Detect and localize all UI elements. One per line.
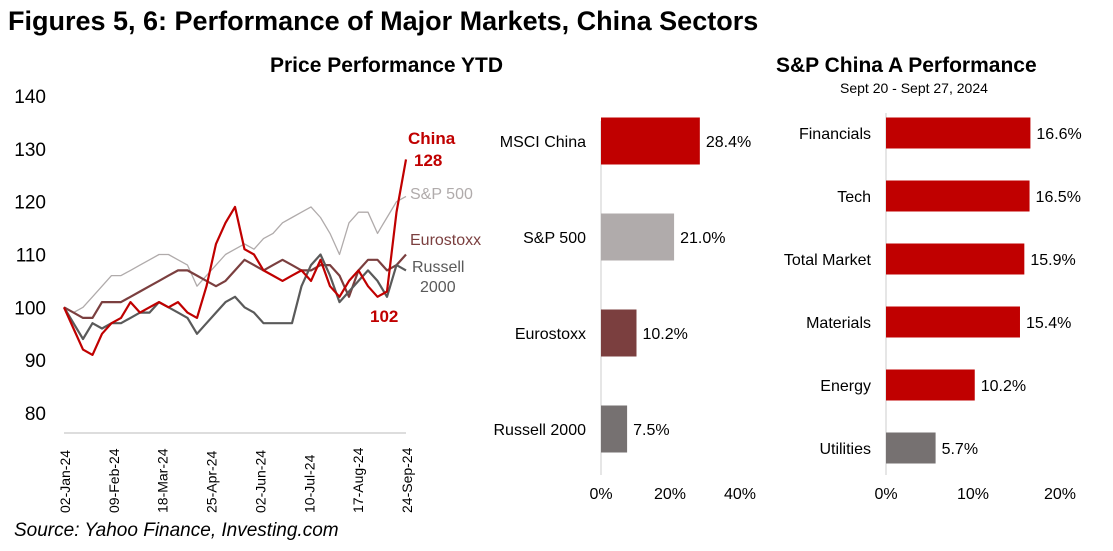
x-tick-label: 20% — [654, 486, 686, 503]
bar-energy — [886, 369, 975, 401]
bar-value-label: 28.4% — [706, 134, 751, 151]
x-tick-label: 0% — [874, 486, 897, 503]
x-tick-label: 40% — [724, 486, 756, 503]
y-tick-label: 130 — [14, 140, 46, 161]
x-tick-label: 25-Apr-24 — [204, 451, 220, 513]
bar-category-label: Energy — [820, 378, 871, 395]
sector-chart-title: S&P China A Performance — [776, 54, 1037, 77]
annotation-label: Russell — [412, 259, 464, 276]
y-tick-label: 120 — [14, 193, 46, 214]
x-tick-label: 10% — [957, 486, 989, 503]
annotation-label: 2000 — [420, 279, 456, 296]
bar-russell-2000 — [601, 405, 628, 453]
y-tick-label: 80 — [25, 404, 46, 425]
bar-category-label: Financials — [799, 126, 871, 143]
annotation-label: 102 — [370, 307, 398, 326]
bar-category-label: Total Market — [784, 252, 872, 269]
bar-value-label: 15.9% — [1030, 252, 1075, 269]
bar-category-label: Materials — [806, 315, 871, 332]
bar-category-label: Eurostoxx — [515, 326, 586, 343]
y-tick-label: 140 — [14, 87, 46, 108]
bar-category-label: Russell 2000 — [494, 422, 587, 439]
bar-value-label: 7.5% — [633, 422, 669, 439]
sector-chart-subtitle: Sept 20 - Sept 27, 2024 — [840, 80, 988, 96]
bar-total-market — [886, 243, 1025, 275]
bar-utilities — [886, 432, 936, 464]
bar-financials — [886, 117, 1031, 149]
bar-category-label: Tech — [837, 189, 871, 206]
annotation-label: 128 — [414, 151, 442, 170]
series-line-eurostoxx — [63, 253, 407, 319]
bar-eurostoxx — [601, 309, 637, 357]
bar-category-label: S&P 500 — [523, 230, 586, 247]
bar-tech — [886, 180, 1030, 212]
bar-value-label: 5.7% — [942, 441, 978, 458]
bar-value-label: 10.2% — [642, 326, 687, 343]
annotation-label: Eurostoxx — [410, 232, 481, 249]
bar-value-label: 10.2% — [981, 378, 1026, 395]
bar-s-p-500 — [601, 213, 675, 261]
y-tick-label: 90 — [25, 351, 46, 372]
x-tick-label: 09-Feb-24 — [106, 448, 122, 513]
x-tick-label: 18-Mar-24 — [155, 448, 171, 513]
x-tick-label: 20% — [1044, 486, 1076, 503]
x-tick-label: 10-Jul-24 — [301, 454, 317, 513]
y-tick-label: 110 — [16, 246, 46, 267]
annotation-label: China — [408, 129, 456, 148]
bar-category-label: MSCI China — [500, 134, 586, 151]
bar-value-label: 21.0% — [680, 230, 725, 247]
bar-category-label: Utilities — [819, 441, 871, 458]
bar-value-label: 16.5% — [1036, 189, 1081, 206]
bar-materials — [886, 306, 1020, 338]
bar-value-label: 16.6% — [1036, 126, 1081, 143]
x-tick-label: 0% — [589, 486, 612, 503]
x-tick-label: 24-Sep-24 — [399, 447, 415, 513]
line-chart-title: Price Performance YTD — [270, 54, 504, 77]
series-line-china — [62, 159, 408, 356]
series-line-s-p-500 — [63, 195, 407, 314]
figure-title: Figures 5, 6: Performance of Major Marke… — [8, 6, 759, 36]
annotation-label: S&P 500 — [410, 186, 473, 203]
x-tick-label: 17-Aug-24 — [350, 447, 366, 513]
source-note: Source: Yahoo Finance, Investing.com — [14, 520, 339, 541]
x-tick-label: 02-Jan-24 — [57, 450, 73, 513]
bar-msci-china — [601, 117, 700, 165]
x-tick-label: 02-Jun-24 — [252, 450, 268, 513]
series-line-russell-2000 — [63, 253, 407, 341]
bar-value-label: 15.4% — [1026, 315, 1071, 332]
y-tick-label: 100 — [14, 298, 46, 319]
